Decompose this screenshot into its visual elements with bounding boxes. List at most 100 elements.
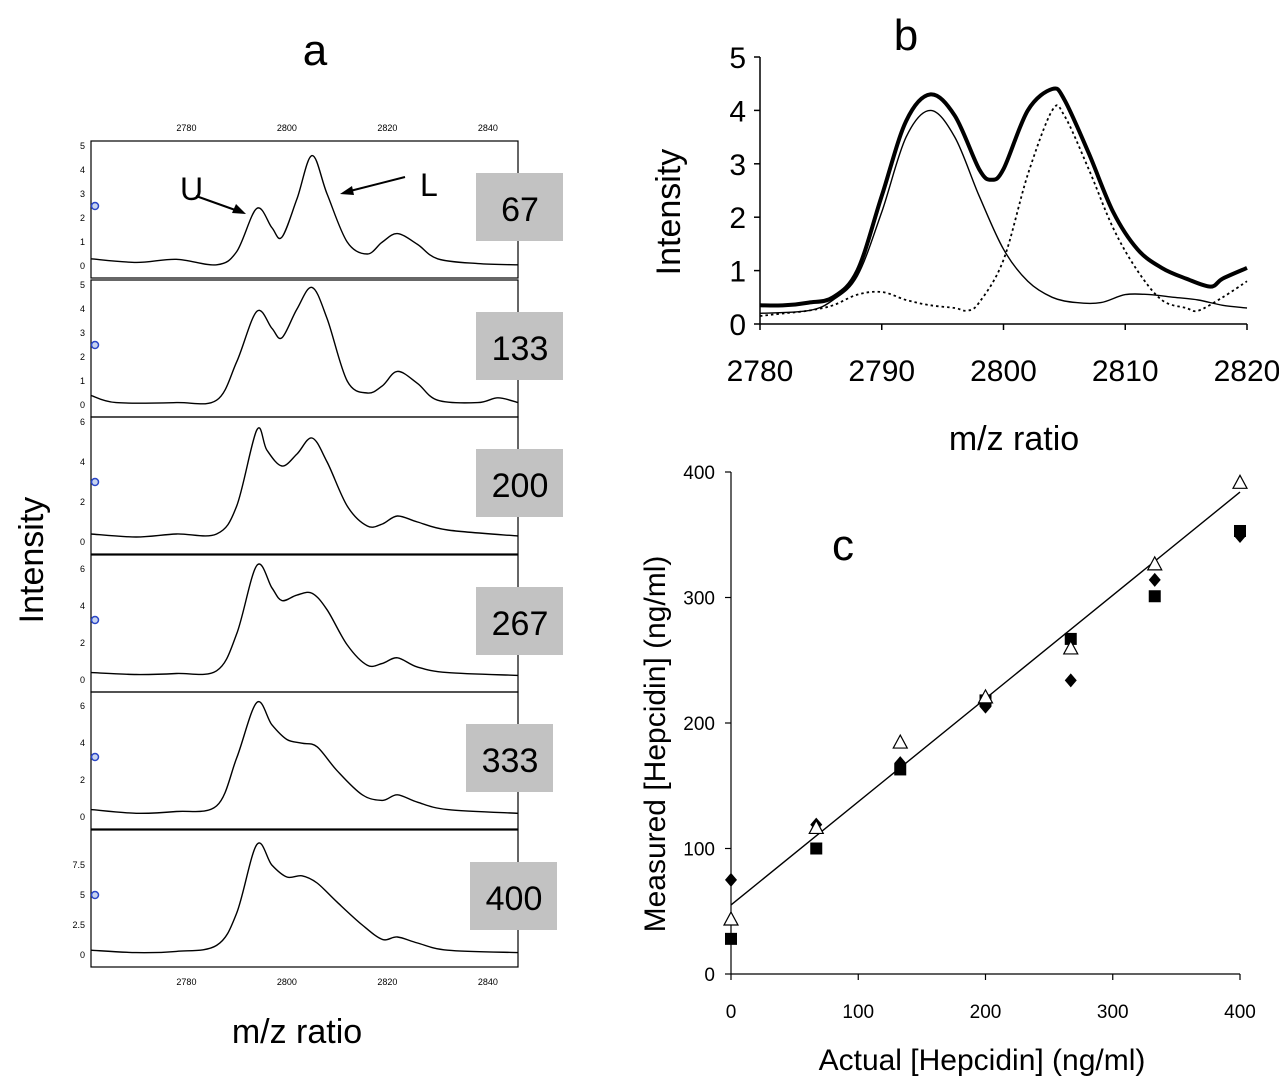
panel-b-deconvolution: b 0 1 2 3 4 5 2780 2790 2800 2810 2820 m/z ratio I… xyxy=(650,11,1279,458)
spectrum-subplot-2: 0 1 2 3 4 5 133 xyxy=(80,279,563,418)
axis-marker-icon xyxy=(90,615,100,625)
spectrum-line xyxy=(90,154,519,266)
x-tick-label: 2810 xyxy=(1092,355,1159,388)
concentration-label: 333 xyxy=(482,742,539,780)
annotation-u-arrow-line xyxy=(195,195,239,212)
y-tick-label: 0 xyxy=(80,812,85,822)
x-tick-label: 2800 xyxy=(970,355,1037,388)
top-x-tick-label: 2820 xyxy=(377,123,397,133)
y-tick-label: 0 xyxy=(80,400,85,410)
concentration-label: 267 xyxy=(492,605,549,643)
y-tick-label: 4 xyxy=(80,601,85,611)
y-tick-label: 5 xyxy=(80,141,85,151)
y-tick-label: 4 xyxy=(80,304,85,314)
panel-c-y-axis-label: Measured [Hepcidin] (ng/ml) xyxy=(639,556,672,933)
y-tick-label: 400 xyxy=(683,463,715,484)
top-x-tick-label: 2840 xyxy=(478,123,498,133)
concentration-label: 133 xyxy=(492,330,549,368)
y-tick-label: 6 xyxy=(80,701,85,711)
annotation-l-arrow-line xyxy=(349,176,406,192)
subplot-frame xyxy=(90,140,519,279)
x-tick-label: 200 xyxy=(970,1002,1002,1023)
y-tick-label: 2 xyxy=(80,775,85,785)
concentration-label-box xyxy=(466,724,553,792)
spectrum-subplot-1: 0 1 2 3 4 5 67 xyxy=(80,140,563,279)
top-x-tick-label: 2800 xyxy=(277,123,297,133)
concentration-label: 200 xyxy=(492,467,549,505)
panel-b-series xyxy=(759,86,1248,317)
bottom-x-tick-label: 2820 xyxy=(377,977,397,987)
concentration-label: 400 xyxy=(486,880,543,918)
square-marker xyxy=(725,932,737,945)
concentration-label-box xyxy=(470,862,557,930)
subplot-frame xyxy=(90,691,519,830)
subplot-frame xyxy=(90,416,519,555)
series-line-thick-solid xyxy=(759,86,1248,308)
y-tick-label: 2 xyxy=(80,497,85,507)
panel-a-label: a xyxy=(303,26,328,75)
y-tick-label: 5 xyxy=(729,42,746,75)
y-tick-label: 300 xyxy=(683,589,715,610)
bottom-x-tick-label: 2780 xyxy=(176,977,196,987)
triangle-marker xyxy=(892,733,909,749)
spectrum-line xyxy=(90,700,519,815)
panel-a-subplots: 0 1 2 3 4 5 67 0 1 2 3 4 5 133 0 2 4 6 200 0 2 4 6 267 0 2 4 6 333 0 2… xyxy=(72,140,563,968)
bottom-x-tick-label: 2840 xyxy=(478,977,498,987)
panel-c-calibration: c 0 100 200 300 400 0 100 200 300 400 Actual [Hep… xyxy=(639,463,1256,1076)
diamond-marker xyxy=(1064,673,1077,688)
y-tick-label: 2 xyxy=(80,213,85,223)
panel-a-y-axis-label: Intensity xyxy=(13,497,51,624)
square-marker xyxy=(1234,524,1246,537)
y-tick-label: 6 xyxy=(80,417,85,427)
y-tick-label: 3 xyxy=(80,189,85,199)
square-marker xyxy=(1064,632,1077,645)
concentration-label: 67 xyxy=(501,191,539,229)
y-tick-label: 0 xyxy=(80,537,85,547)
x-tick-label: 2820 xyxy=(1214,355,1279,388)
series-line-thin-solid xyxy=(759,109,1248,314)
spectrum-subplot-5: 0 2 4 6 333 xyxy=(80,691,553,830)
square-marker xyxy=(894,763,907,776)
panel-a-bottom-x-axis: 2780 2800 2820 2840 xyxy=(176,977,497,987)
y-tick-label: 1 xyxy=(80,376,85,386)
y-tick-label: 0 xyxy=(704,965,715,986)
x-tick-label: 400 xyxy=(1224,1002,1256,1023)
axis-marker-icon xyxy=(90,477,100,487)
y-tick-label: 4 xyxy=(80,738,85,748)
triangle-marker xyxy=(977,688,994,704)
y-tick-label: 0 xyxy=(80,675,85,685)
spectrum-subplot-4: 0 2 4 6 267 xyxy=(80,554,563,693)
y-tick-label: 4 xyxy=(80,165,85,175)
y-tick-label: 1 xyxy=(80,237,85,247)
y-tick-label: 3 xyxy=(729,149,746,182)
spectrum-subplot-6: 0 2.5 5 7.5 400 xyxy=(72,829,557,968)
subplot-frame xyxy=(90,554,519,693)
triangle-marker xyxy=(808,819,825,835)
x-tick-label: 2790 xyxy=(848,355,915,388)
y-tick-label: 2 xyxy=(80,352,85,362)
panel-c-label: c xyxy=(832,521,854,570)
concentration-label-box xyxy=(476,173,563,241)
panel-a-annotations: U L xyxy=(180,167,438,214)
axis-marker-icon xyxy=(90,752,100,762)
axis-marker-icon xyxy=(90,340,100,350)
panel-b-label: b xyxy=(894,11,918,60)
panel-b-x-axis-label: m/z ratio xyxy=(949,420,1079,458)
annotation-l: L xyxy=(420,167,438,203)
y-tick-label: 200 xyxy=(683,714,715,735)
spectrum-line xyxy=(90,842,519,954)
spectrum-line xyxy=(90,563,519,677)
y-tick-label: 5 xyxy=(80,280,85,290)
panel-c-points xyxy=(722,474,1249,945)
y-tick-label: 6 xyxy=(80,564,85,574)
x-tick-label: 300 xyxy=(1097,1002,1129,1023)
annotation-l-arrowhead xyxy=(340,186,354,195)
spectrum-subplot-3: 0 2 4 6 200 xyxy=(80,416,563,555)
subplot-frame xyxy=(90,279,519,418)
diamond-marker xyxy=(1148,572,1161,587)
x-tick-label: 2780 xyxy=(727,355,794,388)
panel-a-top-x-axis: 2780 2800 2820 2840 xyxy=(176,123,497,133)
spectrum-line xyxy=(90,286,519,405)
y-tick-label: 0 xyxy=(80,261,85,271)
